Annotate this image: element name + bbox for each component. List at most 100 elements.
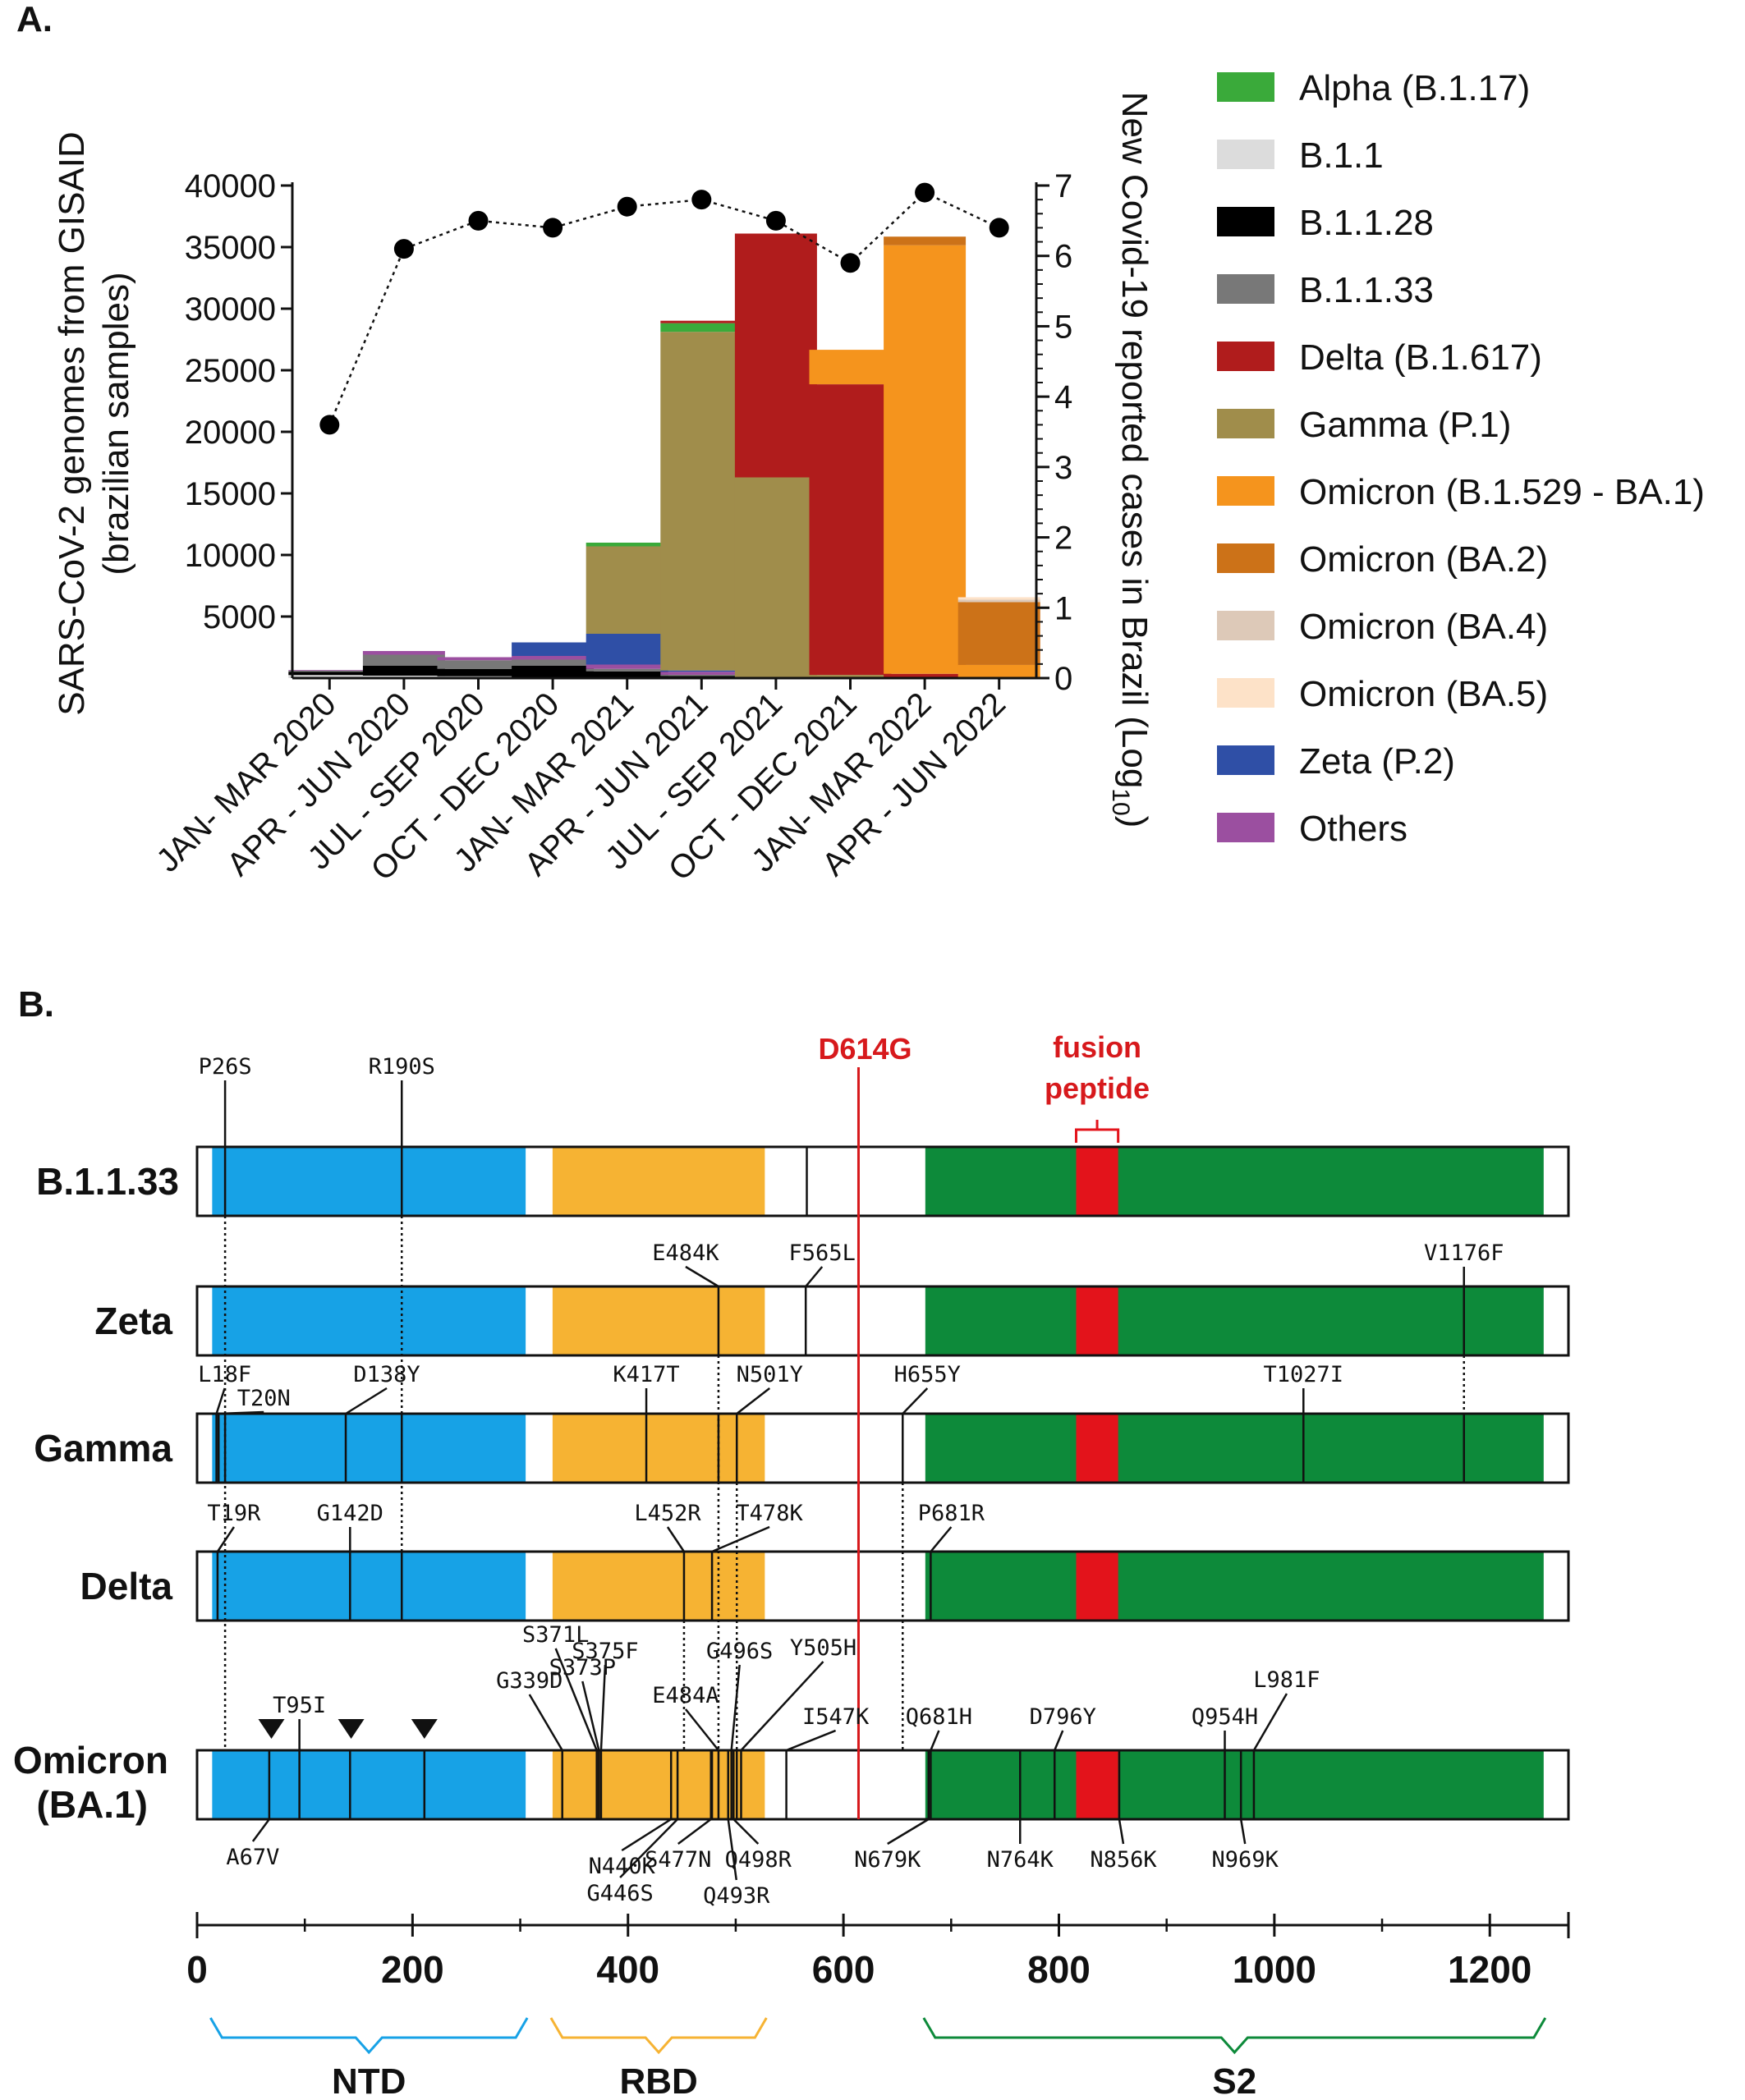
bar-segment bbox=[288, 671, 371, 672]
bar-segment bbox=[585, 634, 668, 665]
mutation-label: G142D bbox=[317, 1501, 383, 1526]
mutation-label: D796Y bbox=[1030, 1704, 1096, 1730]
cases-point bbox=[468, 210, 489, 231]
mutation-label: N679K bbox=[854, 1847, 921, 1873]
cases-point bbox=[543, 218, 563, 238]
mutation-label: E484A bbox=[652, 1683, 719, 1708]
legend-swatch bbox=[1217, 207, 1274, 236]
legend-swatch bbox=[1217, 476, 1274, 506]
bar-segment bbox=[957, 664, 1040, 677]
mutation-label: G496S bbox=[706, 1639, 773, 1664]
bar-segment bbox=[884, 245, 967, 674]
bar-segment bbox=[512, 656, 595, 660]
mutation-label: Q954H bbox=[1192, 1704, 1258, 1730]
y-axis-right-title-main: New Covid-19 reported cases in Brazil (L… bbox=[1114, 92, 1155, 789]
bar-segment bbox=[957, 602, 1040, 665]
mutation-label: D138Y bbox=[353, 1362, 420, 1387]
mutation-leader bbox=[930, 1526, 953, 1552]
bar-segment bbox=[288, 670, 371, 671]
bar-segment bbox=[288, 672, 371, 676]
legend-swatch bbox=[1217, 745, 1274, 775]
bar-segment bbox=[437, 660, 520, 669]
scale-tick-label: 200 bbox=[381, 1948, 444, 1991]
legend-swatch bbox=[1217, 543, 1274, 573]
mutation-label: G446S bbox=[586, 1881, 653, 1906]
y-axis-left-title: SARS-CoV-2 genomes from GISAID (brazilian… bbox=[52, 131, 136, 716]
chart-legend: Alpha (B.1.17) B.1.1 B.1.1.28 B.1.1.33 Delta… bbox=[1217, 68, 1705, 849]
bar-segment bbox=[288, 675, 371, 678]
mutation-label: N969K bbox=[1212, 1847, 1279, 1873]
mutation-label: I547K bbox=[802, 1704, 870, 1730]
fusion-peptide-label: fusion bbox=[1053, 1030, 1141, 1064]
mutation-leader bbox=[554, 1648, 598, 1751]
legend-label: Alpha (B.1.17) bbox=[1299, 68, 1530, 108]
fusion-peptide-region bbox=[1076, 1414, 1118, 1483]
cases-line bbox=[328, 191, 1000, 425]
scale-tick-label: 0 bbox=[186, 1948, 208, 1991]
cases-point bbox=[393, 239, 414, 259]
mutation-label: S477N bbox=[645, 1847, 711, 1873]
y-tick-label: 5000 bbox=[203, 599, 276, 635]
mutation-leader bbox=[1054, 1730, 1064, 1751]
domain-ntd bbox=[212, 1286, 526, 1355]
y-axis-left-title-line: SARS-CoV-2 genomes from GISAID bbox=[52, 131, 92, 716]
scale-tick-label: 600 bbox=[812, 1948, 875, 1991]
y-tick-label: 25000 bbox=[185, 353, 276, 389]
spike-protein-diagram: B.1.1.33 Zeta Gamma Delta Omicron(BA.1) D614G… bbox=[13, 1030, 1570, 2100]
mutation-leader bbox=[1252, 1693, 1288, 1751]
legend-label: Omicron (BA.2) bbox=[1299, 539, 1548, 580]
mutation-leader bbox=[581, 1680, 600, 1751]
legend-swatch bbox=[1217, 72, 1274, 102]
mutation-leader bbox=[619, 1818, 678, 1878]
domain-label: S2 bbox=[1212, 2061, 1256, 2100]
cases-point bbox=[765, 210, 786, 231]
panel-b-label: B. bbox=[18, 984, 54, 1025]
mutation-leader bbox=[666, 1526, 686, 1552]
cases-point bbox=[989, 218, 1009, 238]
mutation-label: L452R bbox=[634, 1501, 701, 1526]
mutation-label: S371L bbox=[522, 1622, 589, 1648]
mutation-label: H655Y bbox=[894, 1362, 961, 1387]
legend-label: Others bbox=[1299, 809, 1407, 849]
fusion-peptide-region bbox=[1076, 1286, 1118, 1355]
cases-point bbox=[840, 253, 861, 273]
mutation-leader bbox=[930, 1730, 940, 1751]
spike-bar-outline bbox=[195, 1749, 1570, 1821]
mutation-label: S375F bbox=[572, 1639, 638, 1664]
legend-swatch bbox=[1217, 274, 1274, 304]
bar-segment bbox=[660, 670, 743, 672]
mutation-leader bbox=[345, 1387, 388, 1415]
mutation-label: R190S bbox=[369, 1054, 435, 1080]
mutation-label: P26S bbox=[199, 1054, 252, 1080]
domain-s2 bbox=[925, 1750, 1544, 1819]
domain-label: NTD bbox=[332, 2061, 406, 2100]
bar-segment bbox=[884, 673, 967, 678]
domain-ntd bbox=[212, 1147, 526, 1216]
y-axis-right-title: New Covid-19 reported cases in Brazil (L… bbox=[1107, 92, 1155, 828]
fusion-peptide-region bbox=[1076, 1750, 1118, 1819]
deletion-triangle-icon bbox=[411, 1719, 438, 1739]
mutation-leader bbox=[730, 1664, 741, 1751]
mutation-label: T19R bbox=[207, 1501, 261, 1526]
bar-segment bbox=[660, 320, 743, 323]
fusion-peptide-bracket bbox=[1074, 1120, 1120, 1143]
mutation-label: N501Y bbox=[737, 1362, 803, 1387]
mutation-leader bbox=[251, 1818, 270, 1842]
bar-segment bbox=[884, 236, 967, 245]
legend-swatch bbox=[1217, 813, 1274, 842]
row-label: Delta bbox=[80, 1565, 173, 1607]
bar-segment bbox=[362, 654, 445, 666]
mutation-leader bbox=[805, 1266, 824, 1287]
bar-segment bbox=[437, 668, 520, 676]
mutation-label: V1176F bbox=[1424, 1240, 1504, 1266]
row-label: B.1.1.33 bbox=[36, 1160, 179, 1203]
domain-s2 bbox=[925, 1414, 1544, 1483]
domain-ntd bbox=[212, 1414, 526, 1483]
mutation-leader bbox=[887, 1818, 930, 1846]
scale-tick-label: 800 bbox=[1027, 1948, 1091, 1991]
domain-s2 bbox=[925, 1286, 1544, 1355]
cases-point bbox=[915, 182, 935, 203]
mutation-leader bbox=[740, 1661, 824, 1751]
legend-label: B.1.1 bbox=[1299, 135, 1384, 176]
